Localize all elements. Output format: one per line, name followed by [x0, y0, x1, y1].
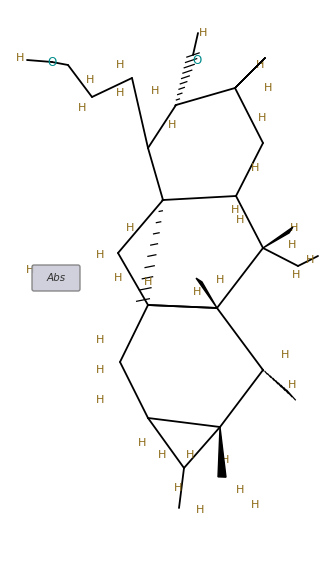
Text: H: H [199, 28, 207, 38]
Text: H: H [236, 485, 244, 495]
Text: H: H [96, 395, 104, 405]
Text: H: H [264, 83, 272, 93]
Text: H: H [258, 113, 266, 123]
Text: H: H [236, 215, 244, 225]
Text: H: H [231, 205, 239, 215]
Text: H: H [288, 380, 296, 390]
Text: H: H [116, 60, 124, 70]
Text: H: H [138, 438, 146, 448]
Text: H: H [16, 53, 24, 63]
Polygon shape [263, 227, 293, 248]
Text: H: H [144, 277, 152, 287]
Text: H: H [114, 273, 122, 283]
Text: H: H [158, 450, 166, 460]
Text: H: H [221, 455, 229, 465]
Text: H: H [306, 255, 314, 265]
Text: H: H [251, 500, 259, 510]
Text: O: O [193, 53, 202, 66]
Text: H: H [186, 450, 194, 460]
Text: H: H [96, 335, 104, 345]
Text: H: H [251, 163, 259, 173]
Text: Abs: Abs [46, 273, 66, 283]
Text: H: H [116, 88, 124, 98]
Text: H: H [168, 120, 176, 130]
Text: H: H [86, 75, 94, 85]
Text: O: O [47, 56, 57, 69]
Text: H: H [151, 86, 159, 96]
Text: H: H [174, 483, 182, 493]
Text: H: H [216, 275, 224, 285]
Text: H: H [96, 250, 104, 260]
Text: H: H [26, 265, 34, 275]
FancyBboxPatch shape [32, 265, 80, 291]
Text: H: H [193, 287, 201, 297]
Polygon shape [218, 427, 226, 477]
Text: H: H [288, 240, 296, 250]
Text: H: H [256, 60, 264, 70]
Text: H: H [96, 365, 104, 375]
Text: H: H [196, 505, 204, 515]
Text: H: H [290, 223, 298, 233]
Text: H: H [292, 270, 300, 280]
Polygon shape [196, 278, 217, 308]
Text: H: H [78, 103, 86, 113]
Text: H: H [126, 223, 134, 233]
Text: H: H [281, 350, 289, 360]
Polygon shape [235, 57, 265, 88]
